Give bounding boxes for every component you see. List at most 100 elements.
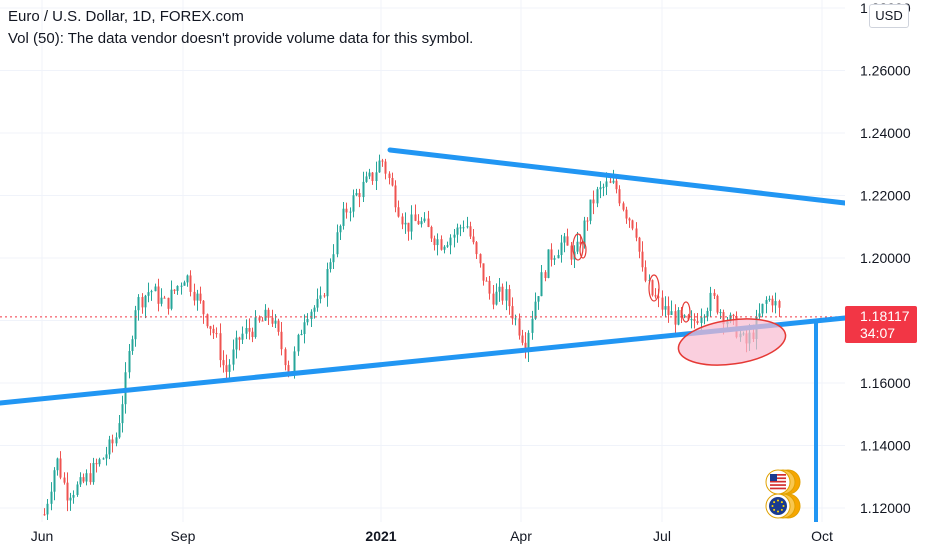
candle-body [488, 280, 491, 294]
candle-body [508, 289, 511, 307]
candle-body [319, 295, 322, 299]
candle-body [440, 239, 443, 250]
candle-body [332, 254, 335, 263]
candle-body [534, 301, 537, 319]
candle-body [700, 317, 703, 324]
candle-body [758, 313, 761, 317]
candle-body [524, 342, 527, 352]
candle-body [287, 365, 290, 372]
candle-body [609, 181, 612, 183]
last-price-value: 1.18117 [860, 308, 910, 324]
candle-body [599, 187, 602, 190]
candle-body [550, 249, 553, 260]
candle-body [479, 254, 482, 264]
candle-body [638, 237, 641, 252]
candle-body [378, 160, 381, 173]
candle-body [505, 289, 508, 301]
symbol-title[interactable]: Euro / U.S. Dollar, 1D, FOREX.com [8, 8, 244, 25]
candle-body [592, 199, 595, 204]
candle-body [193, 291, 196, 301]
candle-body [427, 218, 430, 227]
candle-body [238, 337, 241, 340]
candle-body [336, 232, 339, 255]
candle-body [709, 292, 712, 311]
y-tick-label: 1.12000 [860, 500, 911, 516]
pattern-marker [572, 233, 584, 261]
candle-body [160, 297, 163, 304]
candle-body [475, 242, 478, 255]
candle-body [173, 289, 176, 291]
candle-body [345, 208, 348, 213]
candle-body [576, 241, 579, 252]
candle-body [202, 300, 205, 315]
pattern-marker [648, 274, 660, 302]
candle-body [654, 295, 657, 297]
candle-body [118, 423, 121, 438]
candle-body [644, 267, 647, 281]
candle-body [625, 209, 628, 219]
candle-body [404, 222, 407, 225]
candle-body [540, 272, 543, 297]
candle-body [108, 439, 111, 455]
candle-body [693, 319, 696, 322]
breakout-zone-ellipse [677, 318, 787, 366]
candle-body [147, 292, 150, 296]
candle-body [144, 295, 147, 308]
candle-body [683, 315, 686, 317]
candle-body [329, 262, 332, 270]
time-axis-bg [0, 522, 932, 550]
candle-body [228, 364, 231, 372]
candle-body [271, 317, 274, 324]
candle-body [557, 255, 560, 259]
candle-body [232, 349, 235, 365]
candle-body [394, 185, 397, 208]
candle-body [189, 275, 192, 292]
candle-body [466, 226, 469, 228]
candle-body [635, 228, 638, 238]
candle-body [352, 195, 355, 212]
candle-body [170, 289, 173, 309]
candle-body [472, 236, 475, 243]
candle-body [446, 245, 449, 247]
x-tick-label: Sep [171, 528, 196, 544]
last-price-tag: 1.18117 34:07 [845, 306, 917, 343]
candle-body [105, 454, 108, 459]
candle-body [605, 181, 608, 187]
x-tick-label: Apr [510, 528, 532, 544]
candle-body [586, 220, 589, 222]
candle-body [128, 351, 131, 373]
candle-body [732, 314, 735, 317]
candle-body [651, 280, 654, 296]
candle-body [245, 327, 248, 334]
candle-body [76, 484, 79, 495]
currency-selector[interactable]: USD [869, 4, 909, 28]
candle-body [485, 280, 488, 282]
candle-body [433, 238, 436, 246]
candle-body [397, 207, 400, 217]
candle-body [570, 245, 573, 260]
candle-body [371, 172, 374, 182]
candle-body [713, 292, 716, 296]
candle-body [531, 318, 534, 333]
candle-body [674, 311, 677, 325]
candle-body [180, 285, 183, 287]
x-tick-label: Jul [653, 528, 671, 544]
candle-body [297, 334, 300, 352]
candle-body [622, 203, 625, 210]
candle-body [388, 173, 391, 179]
candle-body [391, 178, 394, 186]
candle-body [381, 160, 384, 162]
candle-body [150, 291, 153, 293]
candle-body [602, 186, 605, 188]
candle-body [384, 161, 387, 174]
candle-body [254, 317, 257, 338]
candle-body [115, 437, 118, 444]
chart-legend: Euro / U.S. Dollar, 1D, FOREX.com Vol (5… [8, 6, 473, 50]
candle-body [241, 333, 244, 340]
candle-body [323, 295, 326, 297]
candle-body [492, 293, 495, 305]
candle-body [761, 303, 764, 314]
candle-body [482, 263, 485, 281]
candle-body [267, 309, 270, 318]
